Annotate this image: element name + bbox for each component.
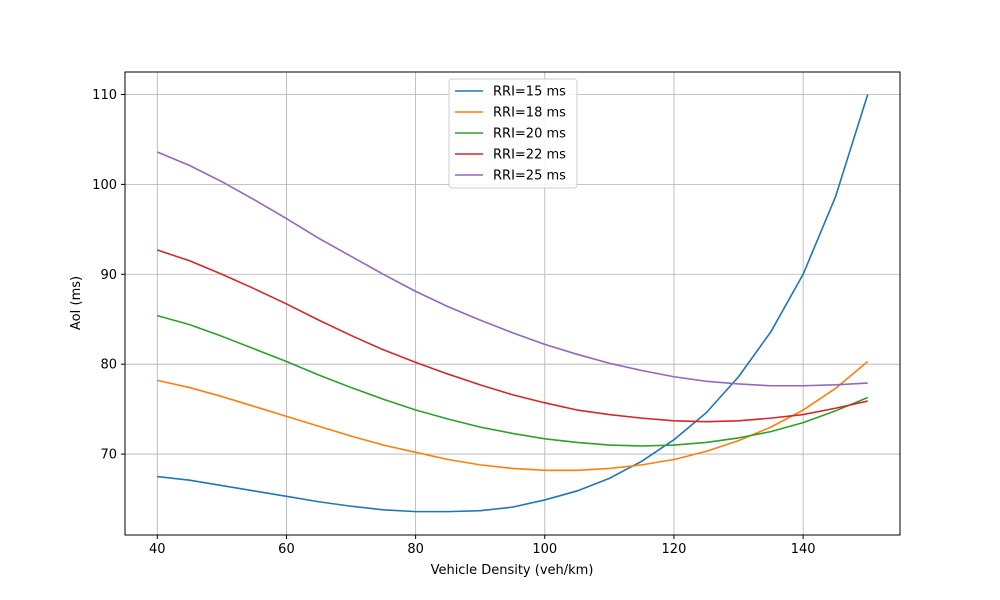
x-tick-label: 40 [149,542,166,557]
x-tick-label: 60 [278,542,295,557]
y-tick-label: 110 [92,88,117,103]
legend-label: RRI=20 ms [493,127,566,142]
axis-ticks: 40 60 80 100 120 140 70 80 90 100 110 [92,88,815,557]
plot-area-frame [124,71,901,536]
y-tick-label: 100 [92,178,117,193]
legend-frame [448,78,578,189]
series-line-1 [157,94,869,513]
series-lines [156,94,869,513]
legend-label: RRI=18 ms [493,106,566,121]
grid [125,72,900,535]
y-tick-label: 70 [100,448,117,463]
x-tick-label: 100 [532,542,557,557]
series-line-3 [157,314,869,447]
x-axis-label: Vehicle Density (veh/km) [431,563,594,578]
y-tick-label: 90 [100,268,117,283]
x-tick-label: 80 [407,542,424,557]
y-tick-label: 80 [100,358,117,373]
legend-label: RRI=15 ms [493,85,566,100]
legend: RRI=15 ms RRI=18 ms RRI=20 ms RRI=22 ms RRI=… [448,78,578,189]
x-tick-label: 140 [791,542,816,557]
y-axis-label: AoI (ms) [69,276,84,330]
series-line-4 [157,249,868,423]
legend-label: RRI=25 ms [493,169,566,184]
series-line-5 [156,151,868,387]
x-tick-label: 120 [662,542,687,557]
legend-label: RRI=22 ms [493,148,566,163]
